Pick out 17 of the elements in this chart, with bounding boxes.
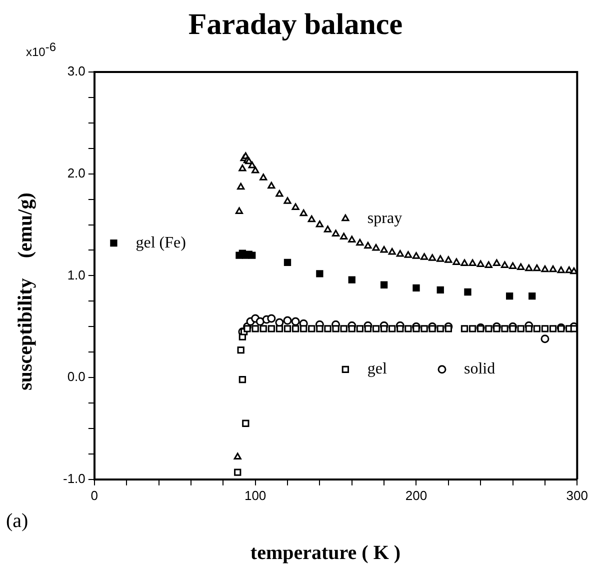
x-tick-label: 100 (244, 488, 266, 503)
y-tick-label: 1.0 (67, 267, 86, 282)
legend-label: gel (Fe) (136, 234, 186, 252)
y-tick-label: 2.0 (67, 165, 86, 180)
legend-label: solid (464, 360, 496, 378)
y-tick-label: -1.0 (62, 470, 86, 486)
x-tick-label: 200 (405, 488, 428, 503)
y-tick-label: 0.0 (67, 369, 86, 384)
x-tick-label: 300 (566, 488, 588, 503)
chart-title: Faraday balance (188, 8, 403, 41)
y-axis-title: susceptibility (emu/g) (14, 192, 38, 392)
text: (a) (6, 510, 28, 533)
y-tick-label: 3.0 (67, 64, 86, 79)
x-axis-title: temperature ( K ) (249, 542, 402, 565)
x-tick-label: 0 (90, 488, 98, 503)
legend-label: gel (367, 360, 388, 378)
legend-label: spray (367, 210, 402, 227)
